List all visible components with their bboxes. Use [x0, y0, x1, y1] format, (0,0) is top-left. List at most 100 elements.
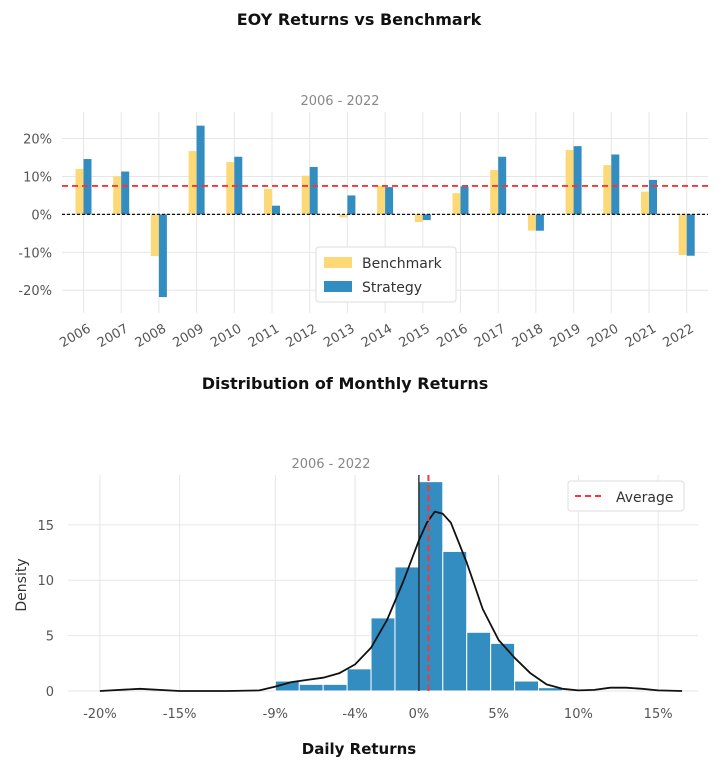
x-tick-label: 2006: [57, 321, 93, 351]
distribution-reference-lines: [418, 475, 430, 691]
x-tick-label: 2022: [661, 321, 697, 351]
x-tick-label: -9%: [263, 707, 288, 722]
y-tick-label: 10: [37, 574, 54, 589]
histogram-bar: [346, 668, 372, 692]
x-tick-label: 2011: [246, 321, 282, 351]
bar-benchmark-2009: [188, 151, 197, 215]
x-tick-label: 2010: [208, 321, 244, 351]
bar-benchmark-2006: [75, 168, 84, 215]
distribution-y-axis-label: Density: [14, 558, 30, 611]
y-tick-label: -20%: [18, 284, 52, 299]
histogram-bar: [322, 683, 348, 692]
distribution-chart-subtitle: 2006 - 2022: [291, 457, 370, 472]
y-tick-label: 0%: [31, 208, 52, 223]
histogram-bar: [466, 631, 492, 692]
y-tick-label: 10%: [23, 170, 52, 185]
x-tick-label: 0%: [409, 707, 430, 722]
bar-benchmark-2021: [641, 191, 649, 215]
distribution-y-tick-labels: 0 5 10 15: [37, 519, 54, 700]
histogram-bar: [514, 680, 540, 692]
bar-benchmark-2012: [301, 175, 310, 215]
x-tick-label: 2016: [434, 321, 470, 351]
bar-strategy-2011: [272, 205, 280, 215]
monthly-returns-distribution-chart: Distribution of Monthly Returns 2006 - 2…: [14, 374, 698, 758]
eoy-bars: [75, 125, 695, 298]
eoy-legend: Benchmark Strategy: [315, 246, 457, 303]
histogram-bar: [394, 566, 420, 692]
eoy-returns-chart: EOY Returns vs Benchmark 2006 - 2022 -20…: [18, 10, 708, 351]
bar-strategy-2020: [611, 154, 620, 215]
bar-benchmark-2007: [113, 176, 122, 215]
x-tick-label: 15%: [644, 707, 673, 722]
x-tick-label: -4%: [342, 707, 367, 722]
bar-benchmark-2015: [414, 214, 423, 222]
x-tick-label: -20%: [83, 707, 117, 722]
x-tick-label: 2018: [510, 321, 546, 351]
x-tick-label: 5%: [488, 707, 509, 722]
legend-swatch-strategy: [324, 281, 352, 292]
x-tick-label: 2019: [547, 321, 583, 351]
bar-benchmark-2014: [377, 185, 386, 215]
bar-benchmark-2022: [678, 214, 687, 255]
distribution-legend: Average: [567, 480, 685, 512]
distribution-x-tick-labels: -20% -15% -9% -4% 0% 5% 10% 15%: [83, 707, 672, 722]
bar-strategy-2012: [309, 166, 318, 215]
bar-strategy-2009: [196, 125, 205, 215]
eoy-y-tick-labels: -20% -10% 0% 10% 20%: [18, 133, 52, 300]
x-tick-label: 2009: [170, 321, 206, 351]
distribution-x-axis-label: Daily Returns: [302, 740, 417, 758]
bar-benchmark-2018: [527, 214, 536, 231]
bar-strategy-2007: [121, 171, 130, 215]
y-tick-label: 20%: [23, 133, 52, 148]
x-tick-label: 2017: [472, 321, 508, 351]
bar-strategy-2019: [573, 146, 582, 215]
bar-strategy-2008: [158, 214, 167, 298]
eoy-chart-title: EOY Returns vs Benchmark: [237, 10, 482, 29]
kde-curve: [99, 510, 683, 692]
x-tick-label: 2007: [95, 321, 131, 351]
legend-swatch-benchmark: [324, 257, 352, 268]
eoy-chart-subtitle: 2006 - 2022: [300, 94, 379, 109]
x-tick-label: 2015: [397, 321, 433, 351]
histogram-bar: [442, 550, 468, 692]
bar-strategy-2016: [460, 186, 469, 215]
histogram-bars: [274, 481, 563, 692]
legend-label-benchmark: Benchmark: [362, 256, 443, 272]
kde-line: [99, 510, 683, 692]
x-tick-label: 2012: [284, 321, 320, 351]
histogram-bar: [490, 642, 516, 692]
eoy-x-tick-labels: 2006 2007 2008 2009 2010 2011 2012 2013 2014 2015…: [57, 321, 696, 351]
bar-benchmark-2011: [264, 188, 272, 215]
bar-benchmark-2019: [565, 149, 574, 215]
x-tick-label: 2021: [623, 321, 659, 351]
legend-box-average: [567, 480, 685, 512]
bar-strategy-2015: [422, 214, 431, 221]
bar-benchmark-2016: [452, 193, 461, 215]
x-tick-label: 2008: [133, 321, 169, 351]
bar-strategy-2014: [385, 187, 394, 215]
x-tick-label: -15%: [163, 707, 197, 722]
bar-benchmark-2020: [603, 165, 612, 215]
y-tick-label: 0: [46, 685, 54, 700]
x-tick-label: 2014: [359, 321, 395, 351]
bar-strategy-2018: [535, 214, 544, 231]
x-tick-label: 2020: [585, 321, 621, 351]
bar-benchmark-2017: [490, 170, 499, 215]
x-tick-label: 2013: [321, 321, 357, 351]
histogram-bar: [370, 617, 396, 692]
y-tick-label: 5: [46, 630, 54, 645]
bar-strategy-2013: [347, 195, 356, 215]
bar-benchmark-2008: [150, 214, 159, 257]
histogram-bar: [298, 683, 324, 692]
legend-label-average: Average: [616, 490, 674, 506]
legend-label-strategy: Strategy: [362, 280, 422, 296]
x-tick-label: 10%: [564, 707, 593, 722]
bar-benchmark-2013: [339, 214, 348, 218]
bar-strategy-2021: [649, 179, 657, 215]
bar-strategy-2022: [686, 214, 695, 256]
bar-strategy-2010: [234, 156, 243, 215]
bar-benchmark-2010: [226, 162, 235, 215]
y-tick-label: -10%: [18, 246, 52, 261]
distribution-chart-title: Distribution of Monthly Returns: [202, 374, 489, 393]
